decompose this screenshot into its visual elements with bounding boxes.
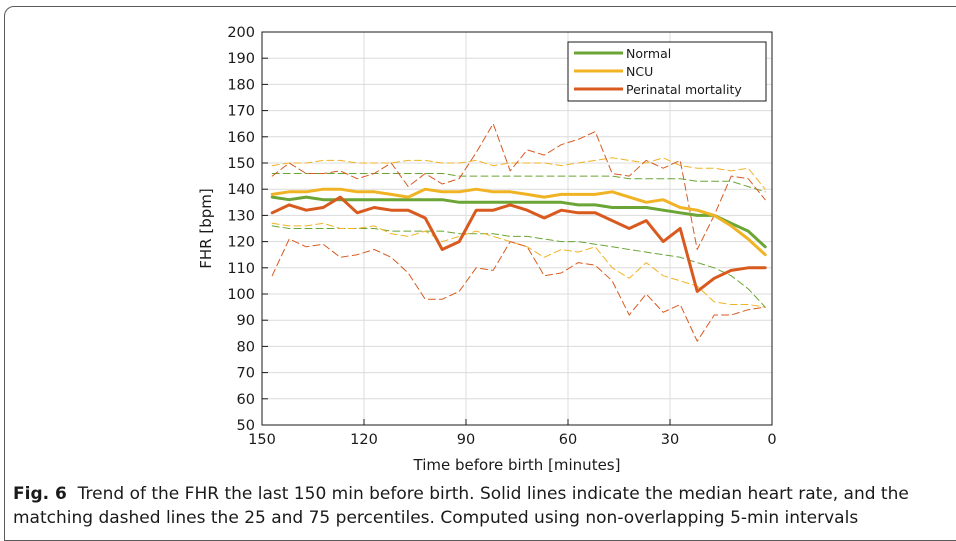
- y-tick-label: 150: [227, 156, 255, 172]
- x-tick-label: 30: [661, 432, 679, 448]
- legend: Normal NCU Perinatal mortality: [567, 41, 767, 102]
- dashed-percentile-line-series-5: [271, 157, 766, 190]
- legend-label-perinatal-mortality: Perinatal mortality: [626, 82, 742, 97]
- median-line-ncu: [270, 187, 767, 257]
- y-tick-label: 100: [227, 287, 255, 303]
- y-tick-label: 190: [227, 51, 255, 67]
- y-tick-label: 200: [227, 25, 255, 41]
- y-tick-label: 140: [227, 182, 255, 198]
- y-tick-label: 110: [227, 261, 255, 277]
- y-tick-label: 60: [237, 392, 255, 408]
- dashed-percentile-line-series-7: [271, 123, 766, 250]
- legend-label-ncu: NCU: [626, 64, 653, 79]
- x-tick-label: 90: [457, 432, 475, 448]
- y-tick-label: 130: [227, 208, 255, 224]
- figure-caption: Fig. 6 Trend of the FHR the last 150 min…: [13, 482, 943, 530]
- y-tick-label: 90: [237, 313, 255, 329]
- median-line-normal: [270, 195, 767, 249]
- legend-label-normal: Normal: [626, 46, 671, 61]
- figure-number: Fig. 6: [13, 484, 67, 504]
- tick-layer: 50 60 70 80 90 100 110 120 130 140 150 160 170 180 190…: [227, 25, 776, 448]
- x-tick-label: 0: [767, 432, 776, 448]
- y-tick-label: 180: [227, 77, 255, 93]
- dashed-percentile-line-series-3: [271, 173, 766, 193]
- x-axis-label: Time before birth [minutes]: [413, 456, 621, 474]
- series-layer: [270, 123, 767, 342]
- dashed-percentile-line-series-8: [271, 238, 766, 342]
- x-tick-label: 150: [248, 432, 276, 448]
- y-axis-label: FHR [bpm]: [197, 188, 215, 268]
- caption-text: Trend of the FHR the last 150 min before…: [13, 484, 909, 528]
- plot-border: [261, 31, 773, 426]
- x-tick-label: 60: [559, 432, 577, 448]
- y-tick-label: 170: [227, 104, 255, 120]
- median-line-perinatal-mortality: [270, 195, 767, 293]
- y-tick-label: 50: [237, 418, 255, 434]
- y-tick-label: 160: [227, 130, 255, 146]
- fhr-trend-chart: 50 60 70 80 90 100 110 120 130 140 150 160 170 180 190…: [197, 25, 777, 474]
- y-tick-label: 120: [227, 235, 255, 251]
- y-tick-label: 70: [237, 366, 255, 382]
- y-tick-label: 80: [237, 339, 255, 355]
- x-tick-label: 120: [350, 432, 378, 448]
